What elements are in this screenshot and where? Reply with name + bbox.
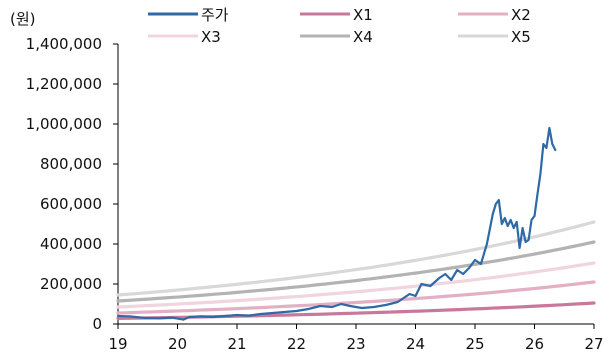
series-line-x5 <box>116 220 596 297</box>
y-tick-label: 1,400,000 <box>26 35 102 53</box>
series-line-x3 <box>116 261 596 309</box>
y-tick-label: 1,000,000 <box>26 115 102 133</box>
y-tick-label: 400,000 <box>40 235 102 253</box>
legend-label: X4 <box>353 28 373 46</box>
y-unit-label: (원) <box>10 10 36 28</box>
y-tick-label: 600,000 <box>40 195 102 213</box>
legend-label: X5 <box>511 28 531 46</box>
x-tick-label: 22 <box>287 335 306 353</box>
legend-label: X2 <box>511 6 531 24</box>
x-ticks: 19 20 21 22 23 24 25 26 27 <box>108 324 604 353</box>
y-tick-label: 1,200,000 <box>26 75 102 93</box>
x-tick-label: 23 <box>346 335 365 353</box>
x-tick-label: 20 <box>168 335 187 353</box>
y-tick-label: 800,000 <box>40 155 102 173</box>
y-tick-label: 0 <box>92 315 102 333</box>
series-line-x4 <box>116 240 596 303</box>
x-tick-label: 27 <box>584 335 603 353</box>
y-tick-label: 200,000 <box>40 275 102 293</box>
legend: 주가 X1 X2 X3 X4 X5 <box>148 6 531 46</box>
series-line-x2 <box>116 280 596 315</box>
legend-label: 주가 <box>201 6 229 24</box>
x-tick-label: 25 <box>465 335 484 353</box>
series-line-price <box>116 126 557 321</box>
x-tick-label: 19 <box>108 335 127 353</box>
x-tick-label: 21 <box>227 335 246 353</box>
series-group <box>116 126 596 321</box>
legend-label: X1 <box>353 6 373 24</box>
y-ticks: 0 200,000 400,000 600,000 800,000 1,000,000 1,… <box>26 35 118 333</box>
x-tick-label: 24 <box>406 335 425 353</box>
legend-label: X3 <box>201 28 221 46</box>
x-tick-label: 26 <box>525 335 544 353</box>
